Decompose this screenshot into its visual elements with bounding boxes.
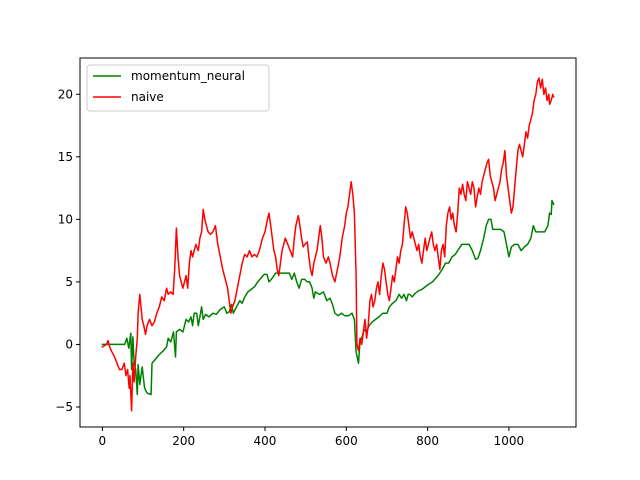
y-tick-label: 10 bbox=[58, 212, 73, 226]
x-tick-label: 800 bbox=[416, 434, 439, 448]
y-axis: −5 0 5 10 15 20 bbox=[55, 87, 80, 414]
y-tick-label: 0 bbox=[65, 337, 73, 351]
y-tick-label: 20 bbox=[58, 87, 73, 101]
series-line-momentum-neural bbox=[101, 199, 555, 396]
series-layer bbox=[101, 77, 555, 412]
series-line-naive bbox=[101, 77, 555, 412]
plot-background bbox=[80, 58, 576, 427]
legend-box bbox=[86, 64, 270, 112]
plot-area: 0 200 400 600 800 1000 −5 0 5 10 15 20 bbox=[55, 57, 577, 448]
x-tick-label: 1000 bbox=[494, 434, 525, 448]
x-tick-label: 600 bbox=[335, 434, 358, 448]
x-tick-label: 0 bbox=[99, 434, 107, 448]
legend-label: naive bbox=[131, 90, 164, 104]
y-tick-label: 5 bbox=[65, 275, 73, 289]
plot-frame bbox=[79, 57, 577, 428]
x-tick-label: 400 bbox=[254, 434, 277, 448]
y-tick-label: −5 bbox=[55, 400, 73, 414]
y-tick-label: 15 bbox=[58, 150, 73, 164]
legend-label: momentum_neural bbox=[131, 69, 245, 83]
x-axis: 0 200 400 600 800 1000 bbox=[99, 427, 525, 448]
x-tick-label: 200 bbox=[172, 434, 195, 448]
